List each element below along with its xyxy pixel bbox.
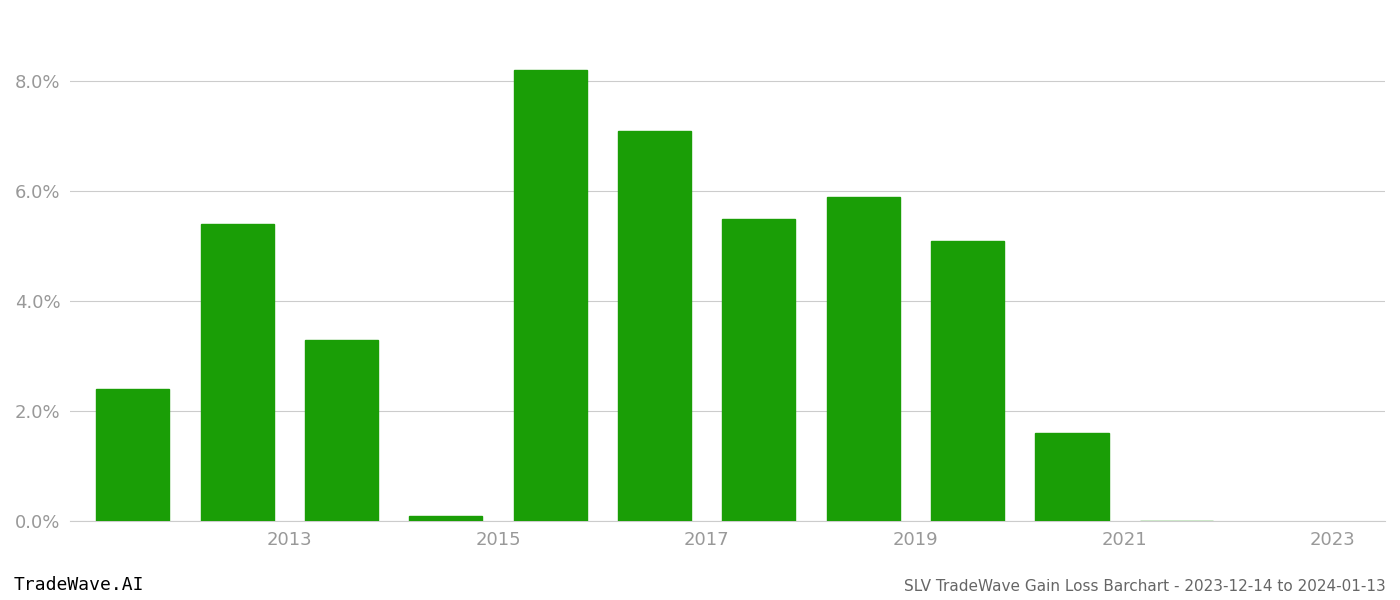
Bar <box>97 389 169 521</box>
Bar <box>827 197 900 521</box>
Bar <box>931 241 1004 521</box>
Text: TradeWave.AI: TradeWave.AI <box>14 576 144 594</box>
Bar <box>619 131 692 521</box>
Bar <box>305 340 378 521</box>
Text: SLV TradeWave Gain Loss Barchart - 2023-12-14 to 2024-01-13: SLV TradeWave Gain Loss Barchart - 2023-… <box>904 579 1386 594</box>
Bar <box>200 224 274 521</box>
Bar <box>514 70 587 521</box>
Bar <box>409 516 483 521</box>
Bar <box>1036 433 1109 521</box>
Bar <box>722 218 795 521</box>
